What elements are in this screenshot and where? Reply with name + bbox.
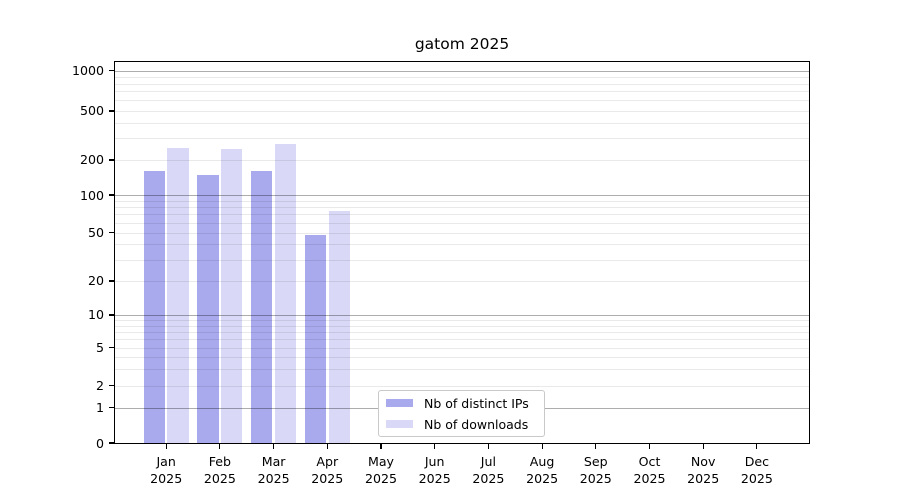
x-tick-label-sep: Sep 2025 [579,454,612,486]
x-tick-label-oct: Oct 2025 [633,454,666,486]
x-tick-label-jan: Jan 2025 [150,454,183,486]
gridline-1000 [115,70,809,72]
bars-layer [115,62,809,443]
gridline-9 [115,319,809,321]
y-tick-mark-50 [109,232,114,234]
gridline-40 [115,244,809,246]
gridline-400 [115,122,809,124]
x-tick-mark-aug [541,444,543,449]
gridline-90 [115,200,809,202]
gridline-60 [115,222,809,224]
y-tick-mark-500 [109,110,114,112]
legend: Nb of distinct IPs Nb of downloads [378,390,545,437]
gridline-300 [115,138,809,140]
gridline-80 [115,207,809,209]
bar-downloads-feb [221,149,243,443]
x-tick-label-feb: Feb 2025 [203,454,236,486]
bar-distinct-ips-jan [143,171,165,443]
x-tick-label-may: May 2025 [364,454,398,486]
y-tick-label-5: 5 [95,340,104,356]
gridline-5 [115,347,809,349]
legend-label-distinct-ips: Nb of distinct IPs [424,395,529,411]
x-tick-label-dec: Dec 2025 [740,454,773,486]
y-tick-mark-100 [109,194,114,196]
x-tick-mark-jul [487,444,489,449]
chart-title: gatom 2025 [414,35,510,53]
gridline-600 [115,100,809,102]
y-tick-label-100: 100 [79,187,104,203]
bar-distinct-ips-apr [304,234,327,443]
y-tick-mark-1 [109,407,114,409]
y-tick-label-200: 200 [79,152,104,168]
y-tick-label-10: 10 [87,307,104,323]
bar-downloads-jan [167,148,189,443]
gridline-100 [115,195,809,196]
gridline-50 [115,232,809,234]
y-tick-label-50: 50 [87,225,104,241]
legend-row-downloads: Nb of downloads [386,416,537,433]
x-tick-mark-nov [702,444,704,449]
gridline-500 [115,110,809,112]
x-tick-mark-mar [273,444,275,449]
y-tick-mark-10 [109,314,114,316]
gridline-4 [115,356,809,358]
y-tick-label-1000: 1000 [71,63,104,79]
grid-layer [115,62,809,443]
gridline-800 [115,83,809,85]
y-tick-label-2: 2 [95,378,104,394]
bar-distinct-ips-feb [197,174,219,443]
gridline-2 [115,385,809,387]
y-tick-mark-2 [109,385,114,387]
y-tick-label-500: 500 [79,103,104,119]
gridline-3 [115,368,809,370]
legend-swatch-distinct-ips [386,398,413,408]
plot-area [114,61,810,444]
gridline-20 [115,280,809,282]
gridline-70 [115,214,809,216]
x-tick-mark-jun [434,444,436,449]
bar-downloads-mar [274,143,297,443]
gridline-30 [115,259,809,261]
bar-downloads-apr [328,210,350,443]
y-tick-mark-200 [109,159,114,161]
legend-row-distinct-ips: Nb of distinct IPs [386,395,537,412]
y-tick-label-1: 1 [95,400,104,416]
gridline-6 [115,339,809,341]
bar-distinct-ips-mar [251,171,273,443]
x-tick-label-mar: Mar 2025 [257,454,290,486]
gridline-8 [115,325,809,327]
y-tick-mark-1000 [109,70,114,72]
y-tick-label-0: 0 [95,435,104,451]
x-tick-label-aug: Aug 2025 [526,454,559,486]
x-tick-label-apr: Apr 2025 [311,454,344,486]
x-tick-label-jun: Jun 2025 [418,454,451,486]
y-tick-mark-20 [109,280,114,282]
x-tick-mark-sep [595,444,597,449]
y-tick-label-20: 20 [87,273,104,289]
x-tick-mark-may [380,444,382,449]
gridline-200 [115,159,809,161]
x-tick-mark-feb [219,444,221,449]
gridline-900 [115,76,809,78]
x-tick-label-jul: Jul 2025 [472,454,505,486]
x-tick-mark-oct [648,444,651,449]
gridline-700 [115,91,809,93]
legend-label-downloads: Nb of downloads [424,416,529,432]
legend-swatch-downloads [386,419,413,429]
y-tick-mark-0 [109,442,114,444]
y-tick-mark-5 [109,347,114,349]
x-tick-label-nov: Nov 2025 [687,454,720,486]
x-tick-mark-dec [756,444,758,449]
gridline-10 [115,314,809,316]
x-tick-mark-apr [326,444,328,449]
gridline-7 [115,331,809,333]
x-tick-mark-jan [165,444,167,449]
